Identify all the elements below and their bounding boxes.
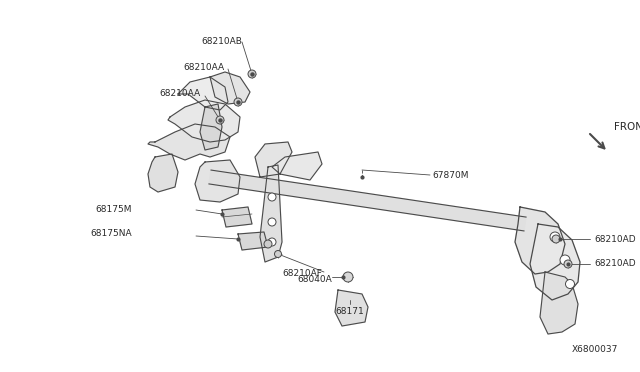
Text: 68210AD: 68210AD [594, 260, 636, 269]
Text: 68210AA: 68210AA [184, 62, 225, 71]
Polygon shape [195, 160, 240, 202]
Polygon shape [200, 104, 222, 150]
Polygon shape [168, 100, 240, 142]
Polygon shape [209, 170, 526, 231]
Polygon shape [255, 142, 292, 177]
Circle shape [550, 232, 560, 242]
Text: 67870M: 67870M [432, 170, 468, 180]
Polygon shape [238, 232, 268, 250]
Polygon shape [178, 77, 228, 110]
Polygon shape [530, 224, 580, 300]
Polygon shape [335, 290, 368, 326]
Circle shape [268, 218, 276, 226]
Text: 68171: 68171 [335, 308, 364, 317]
Text: 68175M: 68175M [95, 205, 132, 214]
Circle shape [560, 255, 570, 265]
Text: 68210AB: 68210AB [201, 38, 242, 46]
Text: X6800037: X6800037 [572, 346, 618, 355]
Circle shape [564, 260, 572, 268]
Circle shape [268, 193, 276, 201]
Circle shape [275, 250, 282, 257]
Text: 68210AA: 68210AA [159, 90, 200, 99]
Polygon shape [540, 272, 578, 334]
Circle shape [248, 70, 256, 78]
Circle shape [264, 240, 272, 248]
Polygon shape [210, 72, 250, 104]
Polygon shape [148, 154, 178, 192]
Polygon shape [222, 207, 252, 227]
Circle shape [566, 279, 575, 289]
Text: 68210AD: 68210AD [594, 234, 636, 244]
Polygon shape [260, 165, 282, 262]
Circle shape [234, 98, 242, 106]
Polygon shape [515, 207, 565, 274]
Polygon shape [148, 124, 230, 160]
Polygon shape [272, 152, 322, 180]
Text: 68210AF: 68210AF [282, 269, 322, 279]
Circle shape [268, 238, 276, 246]
Text: FRONT: FRONT [614, 122, 640, 132]
Text: 68175NA: 68175NA [90, 230, 132, 238]
Circle shape [216, 116, 224, 124]
Text: 68040A: 68040A [297, 276, 332, 285]
Circle shape [343, 272, 353, 282]
Circle shape [552, 235, 560, 243]
